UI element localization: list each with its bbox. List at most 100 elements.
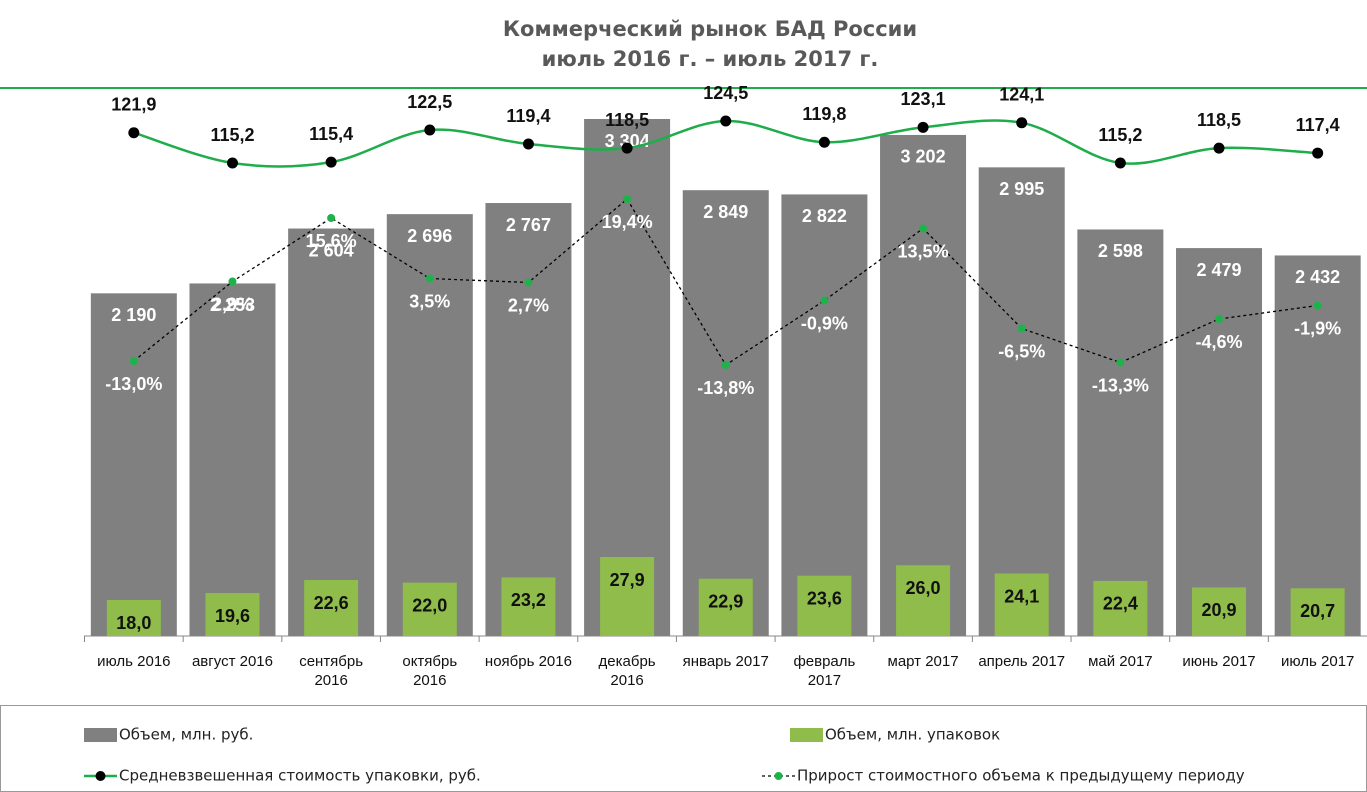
marker (721, 361, 730, 369)
data-label: 117,4 (1296, 115, 1340, 135)
bar (1274, 255, 1361, 636)
bar (797, 575, 852, 636)
data-label: 13,5% (898, 241, 949, 261)
data-label: 115,2 (1098, 125, 1142, 145)
marker (621, 142, 633, 154)
x-tick-label: март 2017 (887, 653, 959, 670)
bar (994, 573, 1049, 636)
legend-label: Объем, млн. упаковок (825, 726, 1000, 744)
data-label: 123,1 (901, 89, 946, 109)
data-label: 2 849 (703, 202, 748, 222)
data-label: 2 822 (802, 206, 847, 226)
data-label: -13,0% (105, 374, 162, 394)
bar (1093, 580, 1148, 636)
marker (522, 138, 534, 150)
bar (1176, 248, 1263, 637)
bar (501, 577, 556, 636)
data-label: -13,8% (697, 378, 754, 398)
data-label: 20,7 (1300, 601, 1335, 621)
marker (524, 278, 533, 287)
data-label: 2 995 (999, 179, 1044, 199)
bar (386, 214, 473, 637)
data-label: 19,6 (215, 606, 250, 626)
bar (1077, 229, 1164, 636)
bar (880, 134, 967, 637)
bar (90, 293, 177, 636)
data-label: 19,4% (602, 212, 653, 232)
data-label: -0,9% (801, 313, 848, 333)
x-tick-label: май 2017 (1088, 653, 1153, 670)
data-label: 2,9% (212, 294, 253, 314)
data-label: 2 432 (1295, 267, 1340, 287)
marker (919, 224, 928, 233)
marker (424, 124, 436, 136)
legend-label: Прирост стоимостного объема к предыдущем… (797, 767, 1245, 785)
data-label: 2 598 (1098, 241, 1143, 261)
data-label: -4,6% (1196, 332, 1243, 352)
data-label: 124,5 (703, 83, 748, 103)
marker (623, 195, 632, 203)
data-label: 26,0 (906, 578, 941, 598)
data-label: 22,9 (708, 591, 743, 611)
x-tick-label: январь 2017 (682, 653, 769, 670)
legend-label: Средневзвешенная стоимость упаковки, руб… (119, 767, 481, 785)
marker (1116, 358, 1125, 367)
bar (896, 565, 951, 636)
data-label: 118,5 (1197, 110, 1241, 130)
chart-title: Коммерческий рынок БАД России (503, 17, 917, 41)
bar (304, 580, 359, 636)
marker (1313, 301, 1322, 310)
marker (325, 156, 337, 168)
data-label: 118,5 (605, 110, 649, 130)
data-label: 115,4 (309, 124, 353, 144)
x-tick-label: октябрь 2016 (402, 653, 458, 689)
bar (205, 593, 260, 636)
x-tick-label: июнь 2017 (1182, 653, 1256, 670)
data-label: 23,2 (511, 590, 546, 610)
data-label: 119,8 (802, 104, 846, 124)
legend-swatch (790, 728, 823, 742)
x-tick-label: апрель 2017 (978, 653, 1066, 670)
data-label: 2 767 (506, 215, 551, 235)
data-label: 22,0 (412, 595, 447, 615)
data-label: 2 253 (210, 295, 255, 315)
bar (682, 190, 769, 637)
marker (1016, 117, 1028, 129)
data-label: 22,4 (1103, 594, 1138, 614)
data-label: 2 604 (309, 240, 354, 260)
marker (820, 296, 829, 305)
bar (402, 582, 457, 636)
marker (327, 214, 336, 222)
marker (1312, 147, 1324, 159)
bar (288, 228, 375, 636)
bar (600, 557, 655, 636)
data-label: 119,4 (506, 106, 550, 126)
marker (917, 121, 929, 133)
bar (698, 578, 753, 636)
data-label: 24,1 (1004, 586, 1039, 606)
x-tick-label: декабрь 2016 (598, 653, 656, 689)
data-label: 2 696 (407, 226, 452, 246)
legend-swatch (84, 728, 117, 742)
marker (818, 136, 830, 148)
marker (720, 115, 732, 127)
data-label: 27,9 (610, 570, 645, 590)
marker (425, 274, 434, 283)
bar (189, 283, 276, 636)
data-label: -1,9% (1294, 318, 1341, 338)
marker (226, 157, 238, 169)
marker (228, 277, 237, 286)
data-label: 20,9 (1201, 600, 1236, 620)
data-label: 18,0 (116, 613, 151, 633)
data-label: 23,6 (807, 588, 842, 608)
marker (1213, 142, 1225, 154)
bar (781, 194, 868, 636)
bar (106, 600, 161, 636)
x-tick-label: июль 2016 (97, 653, 171, 670)
chart-subtitle: июль 2016 г. – июль 2017 г. (542, 47, 879, 71)
x-tick-label: август 2016 (191, 653, 273, 670)
data-label: 124,1 (999, 85, 1044, 105)
x-tick-label: июль 2017 (1280, 653, 1355, 670)
